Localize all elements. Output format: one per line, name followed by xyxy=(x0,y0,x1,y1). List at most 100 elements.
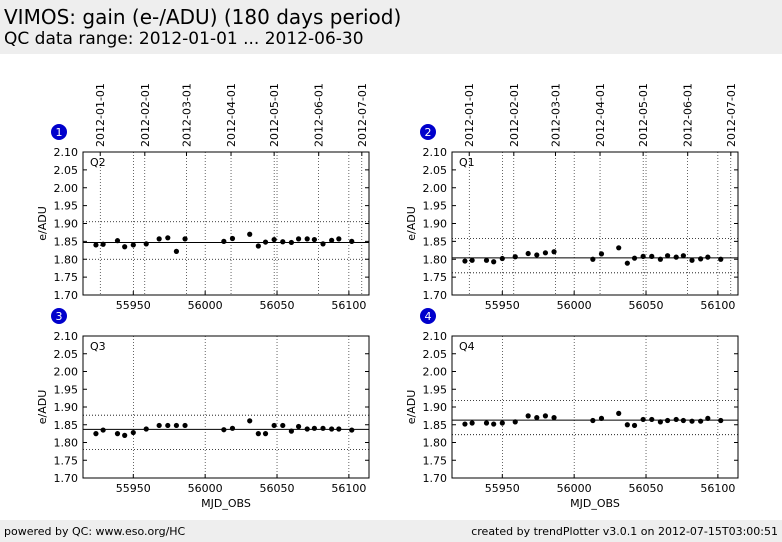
data-point xyxy=(698,256,704,262)
data-point xyxy=(311,425,317,431)
header-bar: VIMOS: gain (e-/ADU) (180 days period) Q… xyxy=(0,0,782,54)
y-axis-label: e/ADU xyxy=(405,390,418,425)
y-tick-label: 1.85 xyxy=(423,235,448,248)
data-point xyxy=(499,255,505,262)
data-point xyxy=(551,249,557,255)
data-point xyxy=(262,239,269,245)
data-point xyxy=(649,416,655,423)
y-tick-label: 1.90 xyxy=(423,401,448,414)
data-point xyxy=(280,422,286,429)
data-point xyxy=(122,432,128,438)
panel-number-badge xyxy=(420,308,436,324)
data-point xyxy=(165,422,171,429)
data-point xyxy=(542,413,549,419)
y-tick-label: 2.00 xyxy=(54,182,79,195)
date-tick-label: 2012-06-01 xyxy=(313,83,326,147)
data-point xyxy=(673,254,679,260)
x-tick-label: 56000 xyxy=(188,299,223,312)
date-tick-label: 2012-04-01 xyxy=(225,83,238,147)
plot-frame xyxy=(82,151,370,296)
panel-number-label: 3 xyxy=(56,310,63,323)
data-point xyxy=(462,421,468,427)
panel-number-badge xyxy=(51,308,67,324)
data-point xyxy=(680,417,686,424)
y-tick-label: 1.70 xyxy=(54,289,79,302)
date-tick-label: 2012-06-01 xyxy=(682,83,695,147)
y-tick-label: 2.10 xyxy=(423,146,448,159)
panel-label: Q3 xyxy=(90,340,106,353)
x-tick-label: 56100 xyxy=(331,299,366,312)
data-point xyxy=(657,256,663,262)
data-point xyxy=(130,429,136,436)
data-point xyxy=(551,415,557,421)
panel-label: Q1 xyxy=(459,156,475,169)
x-tick-label: 56000 xyxy=(188,482,223,495)
data-point xyxy=(534,415,540,421)
x-tick-label: 56050 xyxy=(629,299,664,312)
data-point xyxy=(262,431,269,437)
y-tick-label: 1.80 xyxy=(54,437,79,450)
x-tick-label: 56050 xyxy=(629,482,664,495)
y-tick-label: 1.70 xyxy=(54,472,79,485)
data-point xyxy=(143,426,149,432)
data-point xyxy=(616,410,622,416)
data-point xyxy=(705,254,711,260)
data-point xyxy=(304,426,310,432)
data-point xyxy=(664,417,671,424)
y-tick-label: 1.80 xyxy=(423,253,448,266)
footer-bar: powered by QC: www.eso.org/HC created by… xyxy=(0,520,782,542)
data-point xyxy=(631,255,638,261)
date-tick-label: 2012-07-01 xyxy=(725,83,738,147)
panel-number-badge xyxy=(51,124,67,140)
data-point xyxy=(534,252,540,258)
y-tick-label: 1.95 xyxy=(423,383,448,396)
data-point xyxy=(673,416,679,423)
date-tick-label: 2012-04-01 xyxy=(594,83,607,147)
y-tick-label: 1.90 xyxy=(54,401,79,414)
data-point xyxy=(689,418,695,424)
data-point xyxy=(624,422,630,428)
data-point xyxy=(705,415,711,421)
data-point xyxy=(689,257,695,263)
data-point xyxy=(295,423,302,430)
data-point xyxy=(664,253,671,259)
data-point xyxy=(156,422,162,429)
x-tick-label: 55950 xyxy=(116,482,151,495)
date-tick-label: 2012-01-01 xyxy=(94,83,107,147)
data-point xyxy=(122,244,128,250)
y-tick-label: 2.10 xyxy=(54,330,79,343)
data-point xyxy=(483,257,490,263)
data-point xyxy=(271,422,277,429)
data-point xyxy=(143,241,149,247)
y-tick-label: 1.85 xyxy=(54,419,79,432)
page-subtitle: QC data range: 2012-01-01 ... 2012-06-30 xyxy=(4,29,364,49)
data-point xyxy=(255,431,261,437)
data-point xyxy=(640,253,646,259)
panel-number-label: 2 xyxy=(425,126,432,139)
x-tick-label: 56100 xyxy=(700,482,735,495)
data-point xyxy=(349,238,355,244)
y-tick-label: 1.80 xyxy=(423,437,448,450)
date-tick-label: 2012-02-01 xyxy=(139,83,152,147)
data-point xyxy=(462,258,468,264)
y-tick-label: 1.80 xyxy=(54,253,79,266)
data-point xyxy=(114,238,121,244)
y-tick-label: 2.05 xyxy=(54,164,79,177)
data-point xyxy=(271,236,277,243)
y-tick-label: 1.85 xyxy=(54,235,79,248)
data-point xyxy=(336,426,342,432)
y-axis-label: e/ADU xyxy=(36,206,49,241)
data-point xyxy=(173,422,180,429)
y-tick-label: 2.05 xyxy=(54,348,79,361)
data-point xyxy=(93,431,99,437)
data-point xyxy=(657,419,663,425)
data-point xyxy=(499,420,505,426)
date-tick-label: 2012-05-01 xyxy=(637,83,650,147)
plot-frame xyxy=(82,335,370,479)
data-point xyxy=(525,250,531,257)
data-point xyxy=(512,419,518,425)
y-tick-label: 2.00 xyxy=(423,182,448,195)
y-tick-label: 1.70 xyxy=(423,289,448,302)
data-point xyxy=(295,236,302,242)
data-point xyxy=(229,425,236,431)
